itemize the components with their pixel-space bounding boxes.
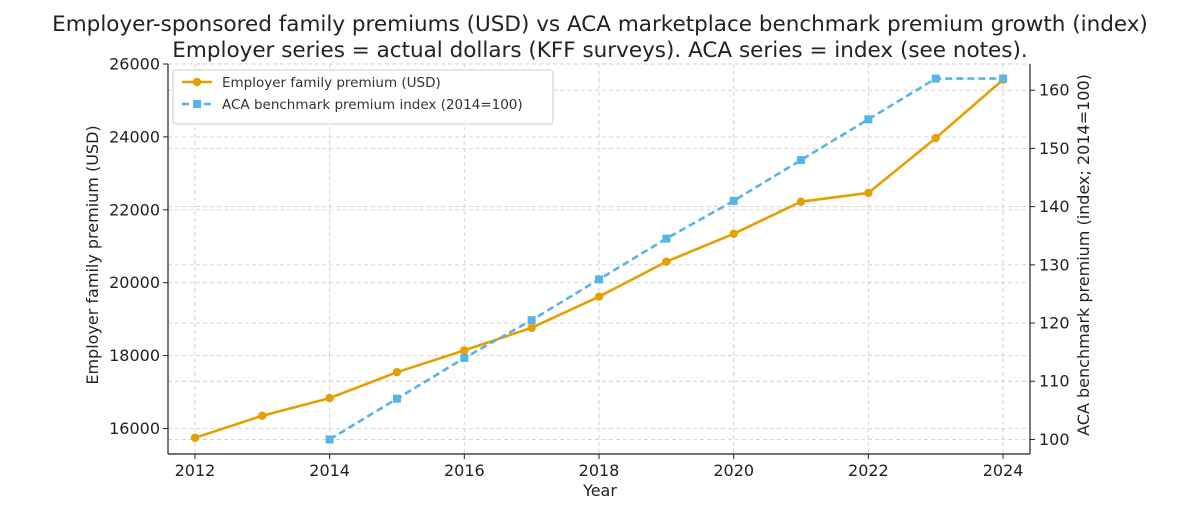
data-point-circle [729, 229, 738, 238]
left-y-tick-label: 24000 [109, 127, 160, 146]
data-point-square [595, 275, 603, 284]
right-y-tick-label: 120 [1039, 314, 1070, 333]
data-point-circle [864, 188, 873, 198]
data-point-circle [527, 323, 536, 332]
x-tick-label: 2014 [309, 461, 350, 480]
data-point-circle [594, 292, 604, 301]
chart-subtitle: Employer series = actual dollars (KFF su… [172, 38, 1027, 63]
series-line-1 [328, 77, 1004, 441]
data-point-circle [325, 393, 334, 403]
data-point-square [864, 115, 873, 124]
data-point-square [392, 394, 401, 403]
right-y-axis-label: ACA benchmark premium (index; 2014=100) [1074, 74, 1093, 436]
left-y-tick-label: 22000 [109, 200, 160, 219]
x-tick-label: 2018 [579, 461, 620, 480]
data-point-circle [190, 433, 200, 442]
chart-title: Employer-sponsored family premiums (USD)… [52, 12, 1148, 37]
right-y-tick-label: 160 [1039, 81, 1070, 100]
data-point-circle [796, 197, 806, 206]
data-point-square [527, 316, 536, 325]
data-point-circle [460, 346, 469, 355]
data-point-square [460, 353, 469, 362]
x-axis-label: Year [582, 481, 617, 500]
data-point-circle [392, 367, 402, 377]
left-y-tick-label: 20000 [109, 273, 160, 292]
tick-labels: 2012 2014 2016 2018 2020 2022 2024 16000 18000 20… [109, 55, 1069, 481]
x-tick-label: 2020 [713, 461, 754, 480]
left-y-tick-label: 16000 [109, 419, 160, 438]
data-point-square [662, 234, 671, 243]
data-point-circle [258, 411, 267, 420]
x-tick-label: 2024 [983, 461, 1024, 480]
legend-employer-label: Employer family premium (USD) [222, 75, 441, 91]
data-point-square [931, 74, 940, 83]
legend-box [172, 69, 554, 125]
data-point-square [729, 196, 738, 205]
legend-aca-marker [193, 100, 201, 108]
right-y-tick-label: 140 [1039, 197, 1070, 216]
x-tick-label: 2022 [848, 461, 889, 480]
data-point-circle [662, 257, 671, 266]
right-y-tick-label: 150 [1039, 139, 1070, 158]
x-tick-label: 2016 [444, 461, 485, 480]
data-point-circle [931, 133, 940, 143]
x-tick-label: 2012 [175, 461, 216, 480]
series-layer [190, 74, 1008, 444]
series-line-0 [194, 78, 1004, 440]
data-point-square [325, 435, 334, 444]
legend-aca-label: ACA benchmark premium index (2014=100) [222, 97, 523, 113]
left-y-tick-label: 26000 [109, 55, 160, 74]
legend-employer-marker [192, 77, 202, 87]
data-point-square [999, 74, 1008, 83]
right-y-tick-label: 100 [1039, 430, 1070, 449]
data-point-square [797, 156, 806, 165]
right-y-tick-label: 130 [1039, 255, 1070, 274]
axes [163, 63, 1035, 459]
legend: Employer family premium (USD) ACA benchm… [172, 69, 554, 125]
left-y-tick-label: 18000 [109, 346, 160, 365]
right-y-tick-label: 110 [1039, 372, 1070, 391]
left-y-axis-label: Employer family premium (USD) [83, 125, 102, 384]
